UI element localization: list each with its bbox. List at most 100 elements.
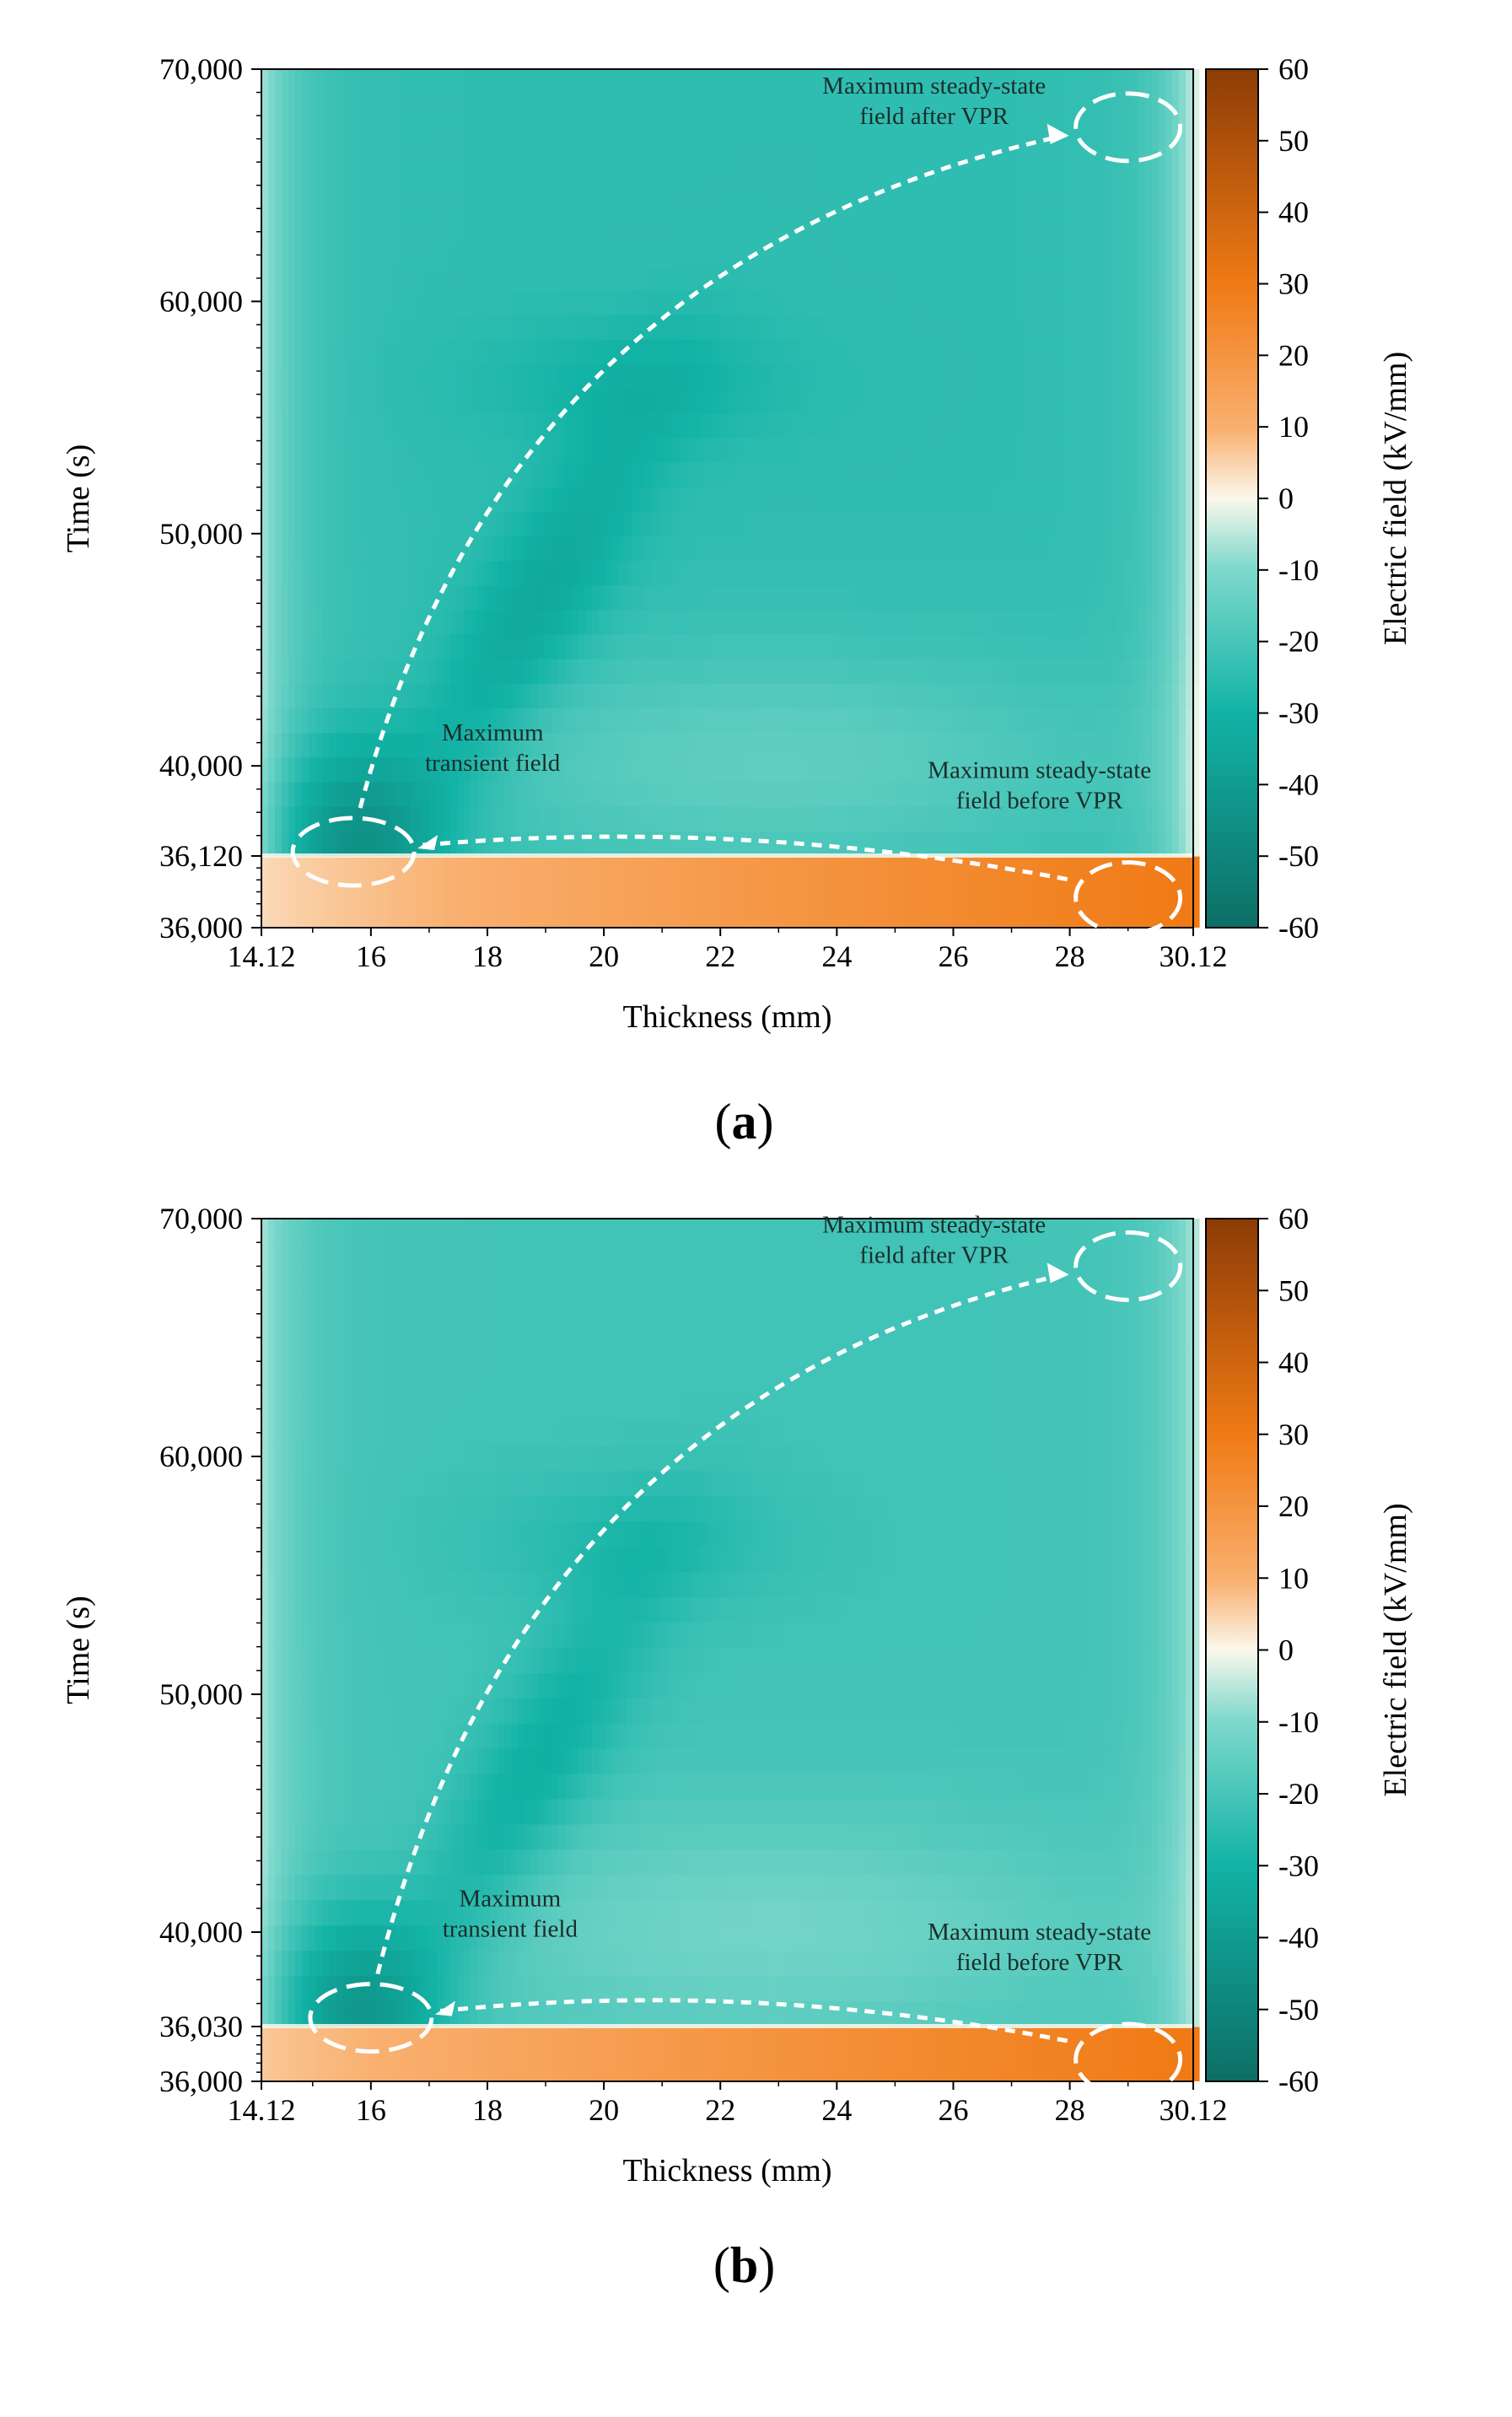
heatmap-cell — [545, 1219, 552, 1245]
heatmap-cell — [801, 241, 809, 266]
heatmap-cell — [1037, 216, 1045, 242]
heatmap-cell — [680, 2027, 687, 2081]
heatmap-cell — [794, 757, 802, 783]
heatmap-cell — [511, 659, 519, 685]
heatmap-cell — [1132, 831, 1139, 857]
heatmap-cell — [1192, 683, 1200, 709]
heatmap-cell — [707, 659, 714, 685]
heatmap-cell — [572, 806, 579, 832]
heatmap-cell — [417, 191, 424, 218]
heatmap-cell — [1024, 389, 1031, 414]
heatmap-cell — [794, 438, 802, 464]
heatmap-cell — [801, 610, 809, 636]
heatmap-cell — [585, 290, 593, 316]
heatmap-cell — [815, 315, 822, 341]
heatmap-cell — [740, 69, 748, 94]
heatmap-cell — [282, 266, 289, 292]
heatmap-cell — [720, 831, 728, 857]
heatmap-cell — [410, 290, 417, 316]
heatmap-cell — [396, 634, 404, 660]
heatmap-cell — [477, 708, 485, 734]
heatmap-cell — [963, 167, 971, 193]
heatmap-cell — [842, 241, 849, 266]
heatmap-cell — [653, 806, 660, 832]
heatmap-cell — [929, 585, 937, 611]
heatmap-cell — [342, 733, 350, 758]
heatmap-cell — [1172, 118, 1180, 144]
heatmap-cell — [565, 94, 573, 119]
heatmap-cell — [430, 659, 438, 685]
heatmap-cell — [801, 757, 809, 783]
heatmap-cell — [990, 438, 998, 464]
heatmap-cell — [774, 561, 782, 586]
heatmap-cell — [444, 585, 451, 611]
heatmap-cell — [1152, 708, 1160, 734]
heatmap-cell — [943, 634, 950, 660]
heatmap-cell — [727, 339, 734, 365]
heatmap-cell — [1132, 511, 1139, 537]
heatmap-cell — [747, 733, 755, 758]
heatmap-cell — [882, 561, 890, 586]
heatmap-cell — [356, 659, 363, 685]
heatmap-cell — [545, 216, 552, 242]
heatmap-cell — [754, 167, 761, 193]
heatmap-cell — [349, 856, 357, 928]
heatmap-cell — [484, 831, 492, 857]
heatmap-cell — [1084, 856, 1092, 928]
heatmap-cell — [363, 363, 370, 390]
heatmap-cell — [1165, 806, 1173, 832]
heatmap-cell — [1004, 363, 1011, 390]
steady-before-label-line1: Maximum steady-state — [928, 757, 1151, 784]
heatmap-cell — [700, 143, 708, 169]
heatmap-cell — [282, 69, 289, 94]
heatmap-cell — [558, 585, 566, 611]
heatmap-cell — [700, 290, 708, 316]
heatmap-cell — [477, 118, 485, 144]
heatmap-cell — [740, 290, 748, 316]
heatmap-cell — [525, 266, 532, 292]
heatmap-cell — [396, 191, 404, 218]
heatmap-cell — [1057, 831, 1065, 857]
heatmap-cell — [693, 216, 701, 242]
heatmap-cell — [902, 462, 910, 488]
heatmap-cell — [801, 634, 809, 660]
heatmap-cell — [410, 339, 417, 365]
heatmap-cell — [1037, 389, 1045, 414]
heatmap-cell — [828, 634, 836, 660]
heatmap-cell — [1145, 610, 1153, 636]
heatmap-cell — [626, 634, 633, 660]
heatmap-cell — [889, 413, 896, 439]
heatmap-cell — [1132, 69, 1139, 94]
heatmap-cell — [929, 634, 937, 660]
heatmap-cell — [545, 462, 552, 488]
heatmap-cell — [275, 683, 282, 709]
heatmap-cell — [1057, 241, 1065, 266]
y-tick-label: 50,000 — [159, 517, 243, 551]
heatmap-cell — [612, 856, 620, 928]
heatmap-cell — [288, 167, 296, 193]
heatmap-cell — [666, 511, 674, 537]
heatmap-cell — [990, 266, 998, 292]
heatmap-cell — [781, 536, 788, 562]
heatmap-cell — [1159, 389, 1166, 414]
heatmap-cell — [356, 610, 363, 636]
heatmap-cell — [572, 315, 579, 341]
heatmap-cell — [504, 389, 512, 414]
heatmap-cell — [1165, 585, 1173, 611]
heatmap-cell — [558, 2027, 566, 2081]
heatmap-cell — [761, 856, 768, 928]
heatmap-cell — [1138, 290, 1146, 316]
heatmap-cell — [261, 167, 269, 193]
heatmap-cell — [329, 561, 336, 586]
heatmap-cell — [268, 266, 276, 292]
heatmap-cell — [1118, 585, 1126, 611]
heatmap-cell — [734, 241, 741, 266]
heatmap-cell — [1098, 216, 1106, 242]
heatmap-cell — [977, 462, 984, 488]
heatmap-cell — [653, 511, 660, 537]
heatmap-cell — [950, 856, 957, 928]
heatmap-cell — [713, 363, 721, 390]
heatmap-cell — [1064, 191, 1072, 218]
heatmap-cell — [862, 683, 869, 709]
heatmap-cell — [977, 69, 984, 94]
